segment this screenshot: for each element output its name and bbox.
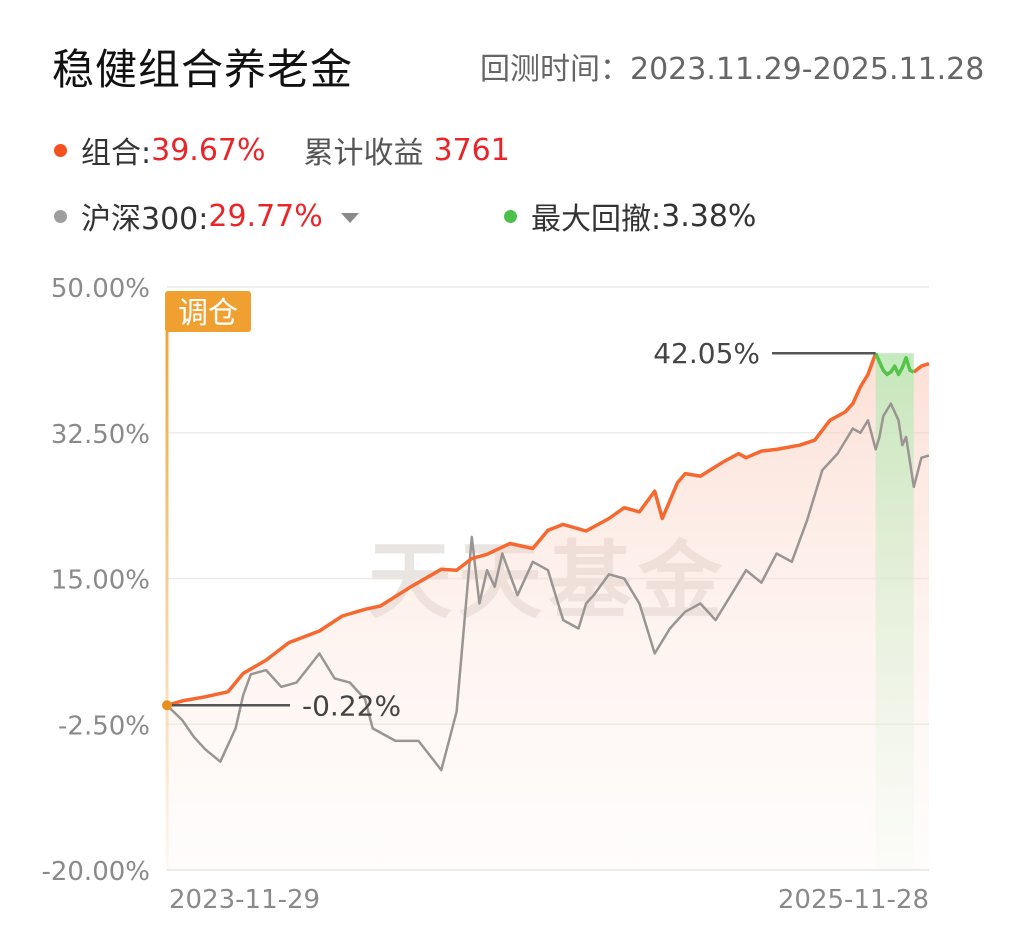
legend-drawdown: 最大回撤: 3.38% (504, 194, 756, 238)
y-tick-label: 15.00% (51, 566, 150, 596)
benchmark-dot (54, 209, 67, 223)
rebalance-tag-bg (165, 291, 251, 332)
rebalance-line (165, 300, 169, 870)
rebalance-tag[interactable]: 调仓 (165, 291, 251, 332)
series-line-portfolio (166, 352, 878, 707)
benchmark-dropdown-icon[interactable] (340, 213, 359, 223)
start-annotation-label: -0.22% (302, 689, 401, 722)
y-tick-label: 50.00% (51, 274, 150, 304)
series-line-benchmark (166, 402, 930, 772)
portfolio-label: 组合: (81, 136, 152, 171)
period-value: 2023.11.29-2025.11.28 (630, 52, 985, 87)
y-tick-label: -2.50% (58, 711, 150, 741)
portfolio-dot (54, 143, 67, 157)
drawdown-line (874, 352, 915, 377)
x-tick-label: 2023-11-29 (169, 885, 320, 915)
y-tick-label: -20.00% (41, 857, 150, 887)
benchmark-label: 沪深300: (81, 202, 209, 237)
portfolio-area (167, 353, 929, 870)
y-tick-label: 32.50% (51, 420, 150, 450)
start-point (162, 700, 172, 711)
cumulative-value: 3761 (433, 132, 510, 168)
drawdown-label: 最大回撤: (531, 202, 662, 237)
legend-benchmark[interactable]: 沪深300: 29.77% (54, 194, 359, 238)
x-axis: 2023-11-29 2025-11-28 (169, 885, 929, 915)
backtest-period: 回测时间：2023.11.29-2025.11.28 (480, 44, 984, 88)
benchmark-value: 29.77% (208, 198, 323, 234)
series-line-portfolio-tail (912, 361, 930, 374)
cumulative-label: 累计收益 (303, 136, 424, 171)
rebalance-tag-label: 调仓 (178, 296, 238, 331)
period-label: 回测时间： (480, 52, 630, 87)
drawdown-value: 3.38% (661, 198, 757, 234)
drawdown-dot (504, 209, 517, 223)
x-tick-label: 2025-11-28 (778, 885, 929, 915)
portfolio-value: 39.67% (151, 132, 266, 168)
page-title: 稳健组合养老金 (52, 45, 354, 94)
legend-portfolio: 组合: 39.67% 累计收益 3761 (54, 128, 510, 172)
max-annotation-label: 42.05% (653, 337, 760, 370)
y-axis: 50.00% 32.50% 15.00% -2.50% -20.00% (41, 274, 150, 887)
